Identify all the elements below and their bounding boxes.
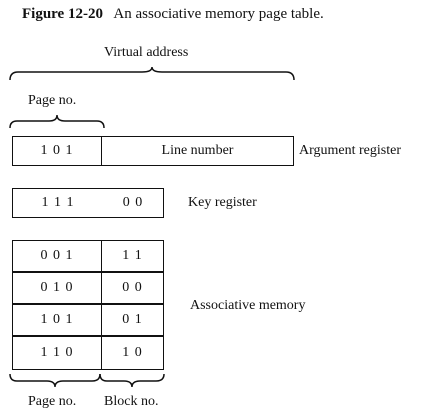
figure-number: Figure 12-20 [22,6,103,22]
figure-title: Figure 12-20 An associative memory page … [22,6,324,23]
argument-register: 1 0 1 Line number [12,136,294,166]
page-no-label-top: Page no. [28,93,77,108]
memory-divider [101,273,102,303]
memory-divider [101,337,102,369]
memory-block-bits: 0 0 [122,280,143,295]
key-register-label: Key register [188,195,257,210]
memory-page-bits: 0 1 0 [40,280,74,295]
argument-divider [101,137,102,165]
memory-page-bits: 1 0 1 [40,312,74,327]
argument-page-bits: 1 0 1 [40,143,74,158]
figure-caption: An associative memory page table. [113,6,324,22]
memory-block-bits: 1 1 [122,248,143,263]
associative-memory-label: Associative memory [190,298,306,313]
virtual-address-brace [9,66,295,81]
page-no-brace-bottom [9,373,101,388]
memory-block-bits: 1 0 [122,345,143,360]
page-no-label-bottom: Page no. [28,394,77,409]
argument-register-label: Argument register [299,143,401,158]
page-no-brace-top [9,114,105,129]
memory-divider [101,305,102,335]
memory-block-bits: 0 1 [122,312,143,327]
block-no-brace-bottom [99,373,165,388]
memory-page-bits: 0 0 1 [40,248,74,263]
memory-row: 1 0 1 0 1 [12,304,164,336]
memory-row: 0 0 1 1 1 [12,240,164,272]
block-no-label-bottom: Block no. [104,394,159,409]
key-block-bits: 0 0 [122,195,144,210]
memory-row: 1 1 0 1 0 [12,336,164,370]
memory-row: 0 1 0 0 0 [12,272,164,304]
memory-page-bits: 1 1 0 [40,345,74,360]
virtual-address-label: Virtual address [104,45,189,60]
key-register: 1 1 1 0 0 [12,188,164,218]
argument-line-number: Line number [161,143,234,158]
key-page-bits: 1 1 1 [41,195,75,210]
memory-divider [101,241,102,271]
